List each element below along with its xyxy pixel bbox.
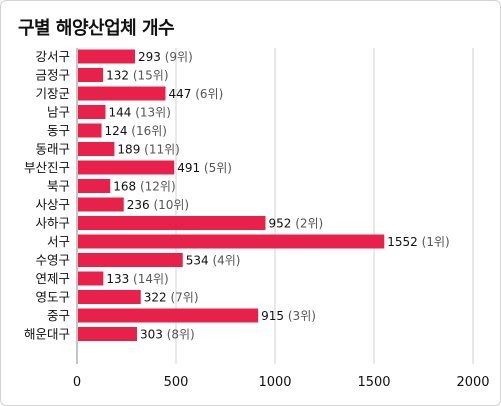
data-label: 293 (9위) — [138, 50, 193, 64]
bar — [78, 197, 124, 212]
data-label: 236 (10위) — [127, 198, 189, 212]
data-label: 915 (3위) — [261, 309, 316, 323]
bar — [78, 253, 183, 267]
value-text: 132 — [106, 69, 133, 83]
bar — [78, 308, 259, 323]
bar — [78, 160, 175, 175]
rank-text: (2위) — [295, 217, 323, 231]
bar — [78, 179, 111, 193]
chart-title: 구별 해양산업체 개수 — [18, 18, 175, 39]
rank-text: (10위) — [153, 198, 189, 212]
category-label: 남구 — [47, 105, 70, 120]
data-label: 952 (2위) — [268, 217, 323, 231]
value-text: 915 — [261, 309, 288, 323]
value-text: 534 — [186, 254, 213, 268]
data-label: 447 (6위) — [169, 87, 224, 101]
x-tick-label: 1000 — [258, 375, 291, 390]
category-label: 중구 — [47, 308, 70, 323]
category-label: 서구 — [47, 234, 70, 249]
rank-text: (6위) — [195, 87, 223, 101]
category-label: 강서구 — [35, 49, 70, 64]
rank-text: (1위) — [422, 235, 450, 249]
value-text: 293 — [138, 50, 165, 64]
data-label: 491 (5위) — [177, 161, 232, 175]
value-text: 322 — [144, 291, 171, 305]
value-text: 189 — [117, 143, 144, 157]
data-label: 303 (8위) — [140, 328, 195, 342]
category-label: 부산진구 — [24, 160, 70, 175]
value-text: 952 — [268, 217, 295, 231]
bar — [78, 234, 385, 249]
value-text: 491 — [177, 161, 204, 175]
bar — [78, 105, 106, 119]
tick-layer: 0 500 1000 1500 2000 — [73, 375, 490, 390]
value-text: 133 — [106, 272, 133, 286]
x-tick-label: 500 — [164, 375, 189, 390]
bar — [78, 271, 104, 286]
bar-layer — [78, 49, 385, 341]
category-label: 사상구 — [35, 197, 70, 212]
rank-text: (14위) — [133, 272, 169, 286]
value-text: 236 — [127, 198, 154, 212]
category-label: 수영구 — [35, 253, 70, 268]
rank-text: (13위) — [135, 106, 171, 120]
rank-text: (9위) — [165, 50, 193, 64]
value-text: 303 — [140, 328, 167, 342]
rank-text: (16위) — [131, 124, 167, 138]
rank-text: (15위) — [133, 69, 169, 83]
x-tick-label: 2000 — [456, 375, 489, 390]
data-label: 133 (14위) — [106, 272, 168, 286]
bar — [78, 123, 102, 138]
category-label: 동구 — [47, 123, 70, 138]
category-label: 연제구 — [35, 271, 70, 286]
data-label: 534 (4위) — [186, 254, 241, 268]
category-label: 해운대구 — [24, 327, 70, 342]
value-text: 168 — [113, 180, 140, 194]
data-label: 168 (12위) — [113, 180, 175, 194]
data-label: 1552 (1위) — [387, 235, 449, 249]
data-label: 322 (7위) — [144, 291, 199, 305]
rank-text: (5위) — [204, 161, 232, 175]
rank-text: (12위) — [140, 180, 176, 194]
bar — [78, 327, 137, 341]
rank-text: (7위) — [170, 291, 198, 305]
rank-text: (8위) — [167, 328, 195, 342]
x-tick-label: 1500 — [357, 375, 390, 390]
category-label: 동래구 — [35, 142, 70, 157]
label-layer: 강서구 293 (9위) 금정구 132 (15위) 기장군 447 (6위) 남구 144 … — [24, 49, 450, 342]
x-tick-label: 0 — [73, 375, 81, 390]
category-label: 기장군 — [35, 86, 70, 101]
data-label: 124 (16위) — [105, 124, 167, 138]
bar — [78, 216, 266, 230]
bar — [78, 68, 104, 82]
category-label: 영도구 — [35, 290, 70, 305]
value-text: 144 — [109, 106, 136, 120]
bar — [78, 142, 115, 156]
data-label: 189 (11위) — [117, 143, 179, 157]
rank-text: (11위) — [144, 143, 180, 157]
value-text: 1552 — [387, 235, 421, 249]
category-label: 금정구 — [35, 68, 70, 83]
value-text: 124 — [105, 124, 132, 138]
category-label: 북구 — [47, 179, 70, 194]
category-label: 사하구 — [35, 216, 70, 231]
bar — [78, 86, 166, 101]
rank-text: (3위) — [288, 309, 316, 323]
bar — [78, 49, 136, 64]
value-text: 447 — [169, 87, 196, 101]
data-label: 132 (15위) — [106, 69, 168, 83]
rank-text: (4위) — [212, 254, 240, 268]
data-label: 144 (13위) — [109, 106, 171, 120]
bar — [78, 290, 141, 304]
